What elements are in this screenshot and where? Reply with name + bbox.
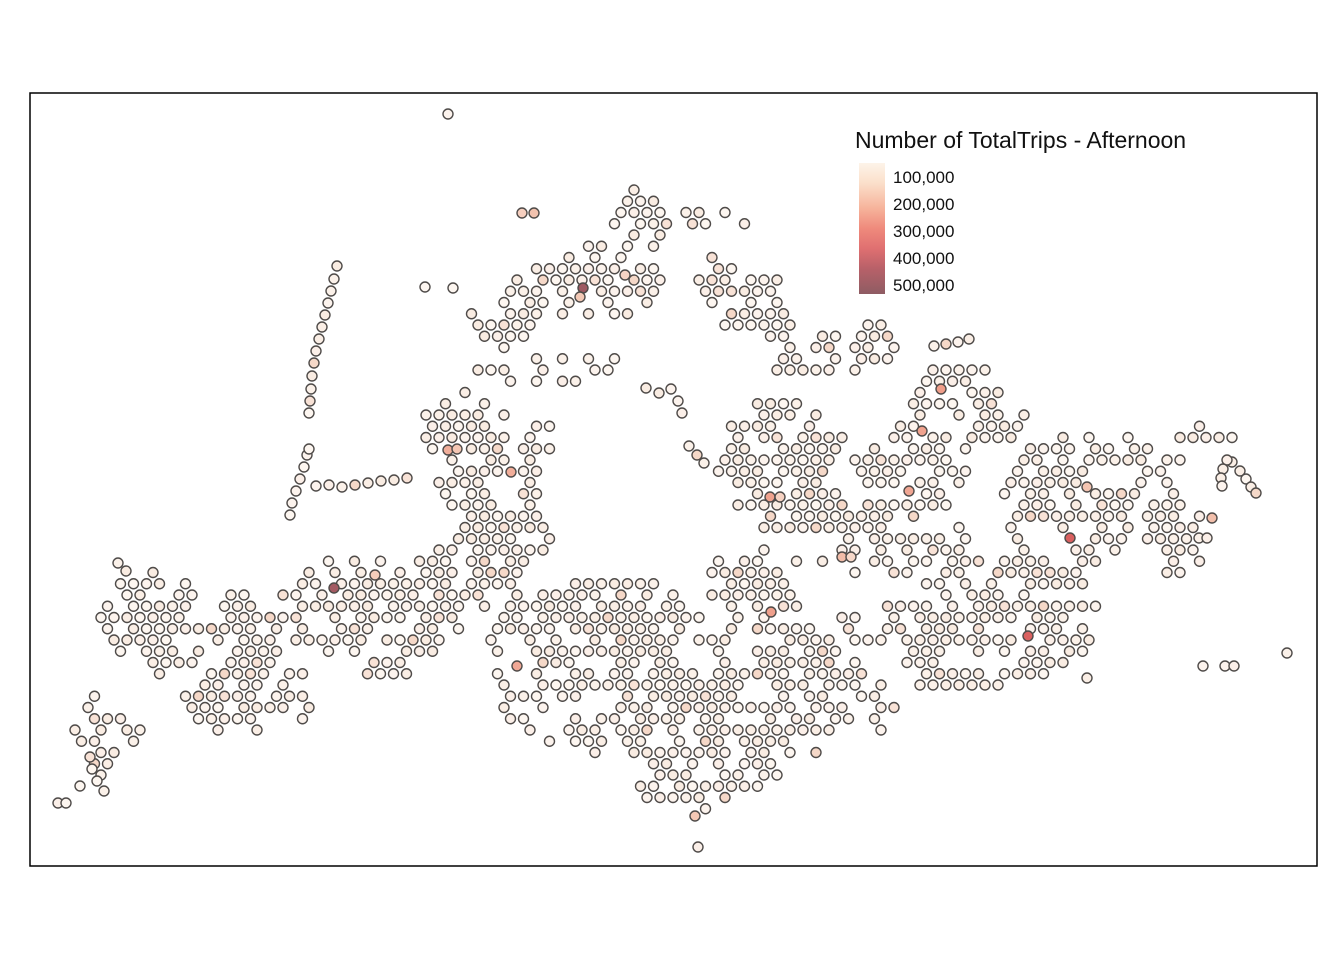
hexbin-dots <box>52 108 1293 853</box>
legend-tick-label: 200,000 <box>893 195 954 214</box>
legend-title: Number of TotalTrips - Afternoon <box>855 127 1186 153</box>
plot-border <box>29 92 1318 867</box>
legend-tick-label: 500,000 <box>893 276 954 295</box>
legend-tick-label: 300,000 <box>893 222 954 241</box>
legend-tick-label: 100,000 <box>893 168 954 187</box>
legend-gradient-bar <box>859 163 885 294</box>
legend-tick-label: 400,000 <box>893 249 954 268</box>
legend: Number of TotalTrips - Afternoon 100,000… <box>855 127 1186 295</box>
